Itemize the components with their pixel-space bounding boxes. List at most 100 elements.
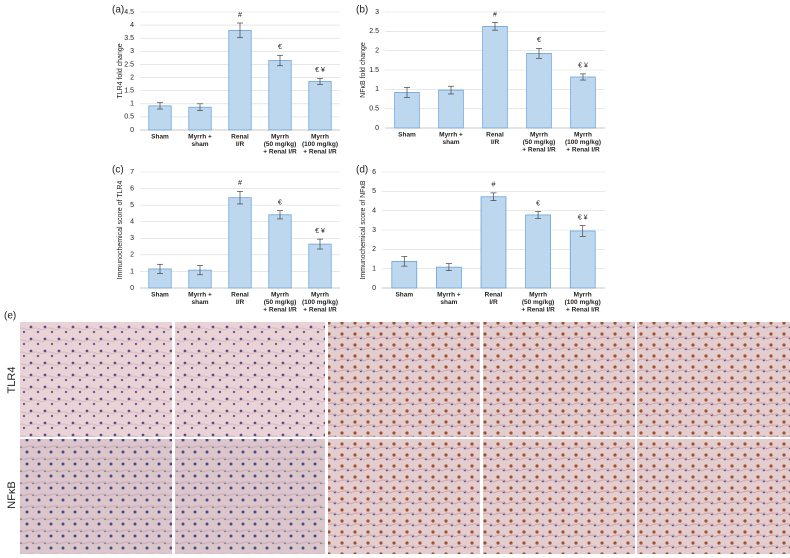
bar — [482, 25, 508, 129]
x-tick-label: sham — [440, 299, 457, 306]
x-tick-label: (50 mg/kg) — [264, 299, 297, 306]
x-tick-label: sham — [443, 139, 460, 146]
x-tick-label: sham — [192, 141, 209, 148]
error-bar — [277, 210, 283, 220]
y-tick-label: 5 — [372, 188, 376, 195]
x-tick-label: Myrrh — [529, 292, 547, 299]
error-bar — [535, 211, 542, 219]
x-tick-label: Myrrh — [530, 132, 548, 139]
y-tick-label: 5 — [130, 202, 134, 209]
error-bar — [536, 47, 542, 59]
charts: (a) TLR4 fold change 0 0.5 1 1.5 2 2.5 3 3.5 4 4.5 S… — [112, 5, 605, 314]
panel-label: (a) — [112, 5, 124, 16]
y-tick-label: 0 — [372, 285, 376, 292]
bar — [228, 30, 252, 131]
x-tick-label: + Renal I/R — [263, 307, 297, 314]
y-tick-label: 2.5 — [124, 61, 134, 68]
panel-label: (d) — [356, 165, 368, 176]
bar — [438, 89, 464, 129]
y-tick-label: 6 — [130, 185, 134, 192]
x-tick-label: Myrrh + — [188, 292, 212, 299]
y-axis-label: Immunochemical score of NFκB — [360, 180, 367, 280]
annotation: € ¥ — [578, 63, 588, 70]
micrograph — [175, 439, 325, 554]
error-bar — [237, 191, 243, 205]
y-tick-label: 2 — [372, 246, 376, 253]
y-tick-label: 4 — [372, 208, 376, 215]
row-label: TLR4 — [6, 367, 18, 394]
error-bar — [404, 87, 410, 98]
error-bar — [492, 22, 498, 31]
error-bar — [445, 263, 452, 271]
micrograph — [483, 439, 635, 554]
panel-label: (e) — [4, 311, 16, 322]
bar — [570, 76, 596, 129]
panel-label: (c) — [112, 165, 124, 176]
y-tick-label: 1 — [375, 86, 379, 93]
x-tick-label: Sham — [398, 132, 416, 139]
x-tick-label: (100 mg/kg) — [302, 141, 338, 148]
error-bar — [197, 265, 203, 276]
y-tick-label: 7 — [130, 169, 134, 176]
x-tick-label: sham — [192, 299, 209, 306]
error-bar — [197, 103, 203, 111]
x-tick-label: Myrrh — [311, 292, 329, 299]
y-tick-label: 3 — [130, 48, 134, 55]
x-tick-label: Renal — [486, 132, 504, 139]
bar — [480, 196, 507, 289]
bar — [148, 105, 172, 131]
x-tick-label: + Renal I/R — [303, 307, 337, 314]
y-tick-label: 6 — [372, 169, 376, 176]
x-tick-label: (100 mg/kg) — [565, 139, 601, 146]
annotation: # — [238, 180, 242, 187]
micrograph — [637, 322, 790, 437]
x-tick-label: I/R — [236, 299, 245, 306]
annotation: € — [536, 200, 540, 207]
x-tick-label: Myrrh — [574, 132, 592, 139]
micrograph — [328, 322, 480, 437]
x-tick-label: Sham — [151, 292, 169, 299]
y-tick-label: 0 — [130, 285, 134, 292]
y-tick-label: 1.5 — [124, 88, 134, 95]
error-bar — [317, 238, 323, 250]
x-tick-label: Myrrh + — [188, 134, 212, 141]
y-tick-label: 0.5 — [369, 106, 379, 113]
x-tick-label: + Renal I/R — [521, 307, 555, 314]
bar — [525, 214, 551, 289]
annotation: # — [238, 12, 242, 19]
y-tick-label: 1 — [130, 101, 134, 108]
micrograph-panel: (e) TLR4 NFκB — [4, 311, 790, 554]
y-axis-label: TLR4 fold change — [117, 43, 124, 98]
error-bar — [448, 85, 454, 95]
y-tick-label: 0.5 — [124, 114, 134, 121]
y-axis-label: Immunochemical score of TLR4 — [117, 181, 124, 280]
bar — [308, 81, 332, 131]
error-bar — [317, 77, 323, 85]
error-bar — [580, 73, 586, 81]
error-bar — [490, 192, 497, 201]
bar — [308, 243, 332, 289]
annotation: € ¥ — [315, 67, 325, 74]
error-bar — [401, 256, 408, 267]
x-tick-label: Myrrh — [271, 292, 289, 299]
x-tick-label: I/R — [236, 141, 245, 148]
x-tick-label: Myrrh — [271, 134, 289, 141]
x-tick-label: Myrrh — [574, 292, 592, 299]
annotation: € ¥ — [578, 214, 588, 221]
annotation: € — [278, 44, 282, 51]
y-tick-label: 3 — [375, 9, 379, 16]
error-bar — [277, 54, 283, 67]
y-tick-label: 2 — [375, 48, 379, 55]
annotation: € — [278, 199, 282, 206]
x-tick-label: Renal — [231, 134, 249, 141]
x-tick-label: Renal — [485, 292, 503, 299]
y-tick-label: 0 — [130, 127, 134, 134]
x-tick-label: Myrrh — [311, 134, 329, 141]
y-axis-label: NFκB fold change — [360, 42, 367, 98]
annotation: € — [537, 37, 541, 44]
bar — [268, 60, 292, 131]
x-tick-label: I/R — [489, 299, 498, 306]
error-bar — [579, 225, 586, 237]
y-tick-label: 2 — [130, 252, 134, 259]
